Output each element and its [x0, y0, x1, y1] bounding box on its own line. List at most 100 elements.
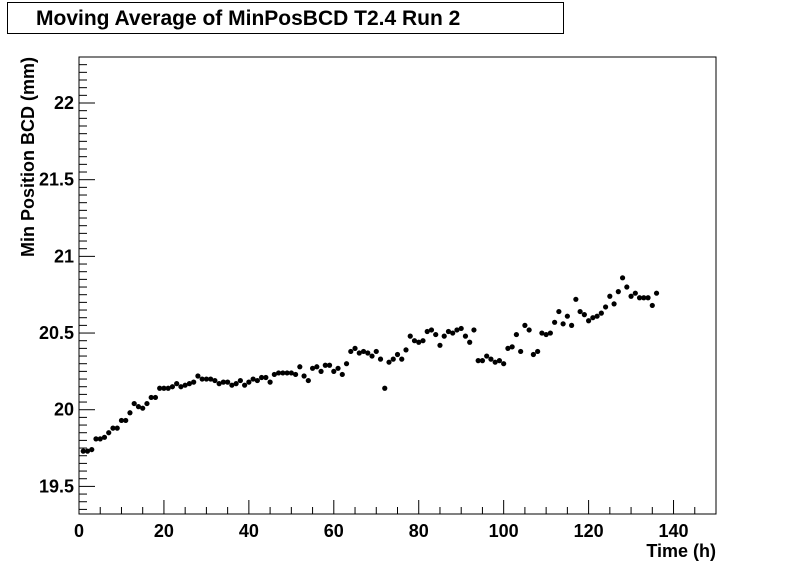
data-point [530, 351, 536, 358]
data-point [475, 358, 481, 364]
data-point [484, 353, 490, 359]
data-point [140, 405, 146, 411]
data-point [348, 348, 354, 355]
data-point [424, 328, 430, 335]
data-point [233, 381, 239, 387]
data-point [556, 308, 562, 315]
chart-title-box: Moving Average of MinPosBCD T2.4 Run 2 [7, 2, 564, 34]
data-point [203, 376, 209, 382]
data-point [407, 333, 413, 339]
data-point [560, 321, 566, 327]
data-point [339, 371, 345, 378]
data-point [182, 382, 188, 388]
data-point [225, 379, 231, 385]
data-point [199, 376, 205, 382]
data-point [509, 344, 515, 350]
data-point [522, 322, 528, 328]
x-tick-label: 40 [239, 521, 259, 541]
data-point [356, 350, 362, 356]
data-point [237, 377, 243, 384]
data-point [305, 377, 311, 384]
data-point [212, 377, 218, 384]
data-point [594, 313, 600, 319]
data-point [314, 364, 320, 370]
data-point [131, 400, 137, 407]
data-point [80, 448, 86, 454]
data-point [564, 313, 570, 319]
data-point [653, 290, 660, 296]
y-tick-label: 20.5 [39, 323, 74, 343]
data-point [208, 376, 214, 382]
data-point [488, 356, 494, 362]
data-point [93, 436, 99, 442]
data-point [343, 361, 350, 367]
plot-frame [78, 56, 717, 515]
data-point [416, 339, 422, 345]
data-point [84, 448, 91, 454]
data-point [246, 379, 252, 385]
data-point [420, 338, 426, 344]
data-point [636, 295, 643, 301]
data-point [382, 385, 388, 391]
data-point [602, 304, 609, 310]
data-point [535, 348, 541, 355]
data-point [467, 339, 473, 345]
data-point [598, 310, 604, 316]
data-point [335, 365, 341, 371]
data-point [492, 359, 498, 365]
data-point [607, 293, 613, 299]
data-point [518, 348, 524, 355]
data-point [496, 358, 503, 364]
data-point [399, 356, 405, 362]
y-tick-label: 20 [54, 400, 74, 420]
data-point [373, 348, 379, 355]
data-point [178, 384, 184, 390]
data-point [352, 345, 358, 351]
x-tick-label: 120 [574, 521, 604, 541]
data-point [403, 347, 409, 353]
data-point [411, 338, 418, 344]
data-point [280, 370, 286, 376]
data-point [577, 308, 583, 315]
data-point [649, 302, 655, 309]
y-tick-label: 21 [54, 246, 74, 266]
y-tick-label: 21.5 [39, 170, 74, 190]
data-point [547, 330, 553, 336]
data-point [216, 381, 222, 387]
y-axis-label: Min Position BCD (mm) [18, 57, 38, 257]
data-point [624, 284, 630, 290]
data-point [590, 315, 596, 321]
y-tick-label: 19.5 [39, 476, 74, 496]
data-point [428, 327, 435, 333]
data-point [441, 333, 447, 339]
data-point [297, 364, 303, 370]
data-point [394, 351, 401, 358]
data-point [458, 325, 464, 332]
data-point [360, 348, 367, 355]
data-point [157, 385, 163, 391]
data-point [148, 394, 154, 401]
data-point [365, 350, 371, 356]
x-tick-label: 60 [324, 521, 344, 541]
data-point [250, 376, 256, 382]
data-point [632, 290, 638, 296]
y-axis-tick-labels: 19.5 20 20.5 21 21.5 22 [39, 93, 74, 496]
x-tick-label: 0 [74, 521, 84, 541]
data-point [390, 356, 396, 362]
data-point [275, 370, 282, 376]
x-axis-label: Time (h) [646, 541, 716, 561]
data-point [242, 382, 248, 388]
data-point [152, 394, 159, 401]
data-point [144, 400, 150, 407]
data-point [611, 301, 617, 307]
data-point [267, 379, 273, 385]
data-point [377, 356, 384, 362]
data-point [433, 331, 439, 338]
data-point [479, 358, 486, 364]
data-point [288, 370, 294, 376]
x-tick-label: 140 [659, 521, 689, 541]
data-point [309, 365, 316, 371]
data-point [318, 368, 324, 374]
data-point [161, 385, 167, 391]
